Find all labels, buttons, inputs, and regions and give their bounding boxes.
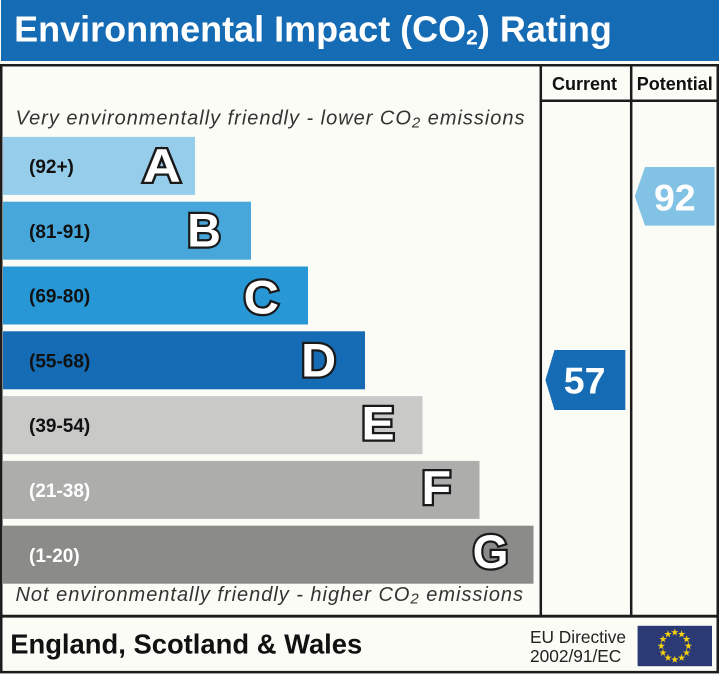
svg-text:C: C — [244, 272, 279, 324]
svg-text:Environmental Impact (CO2) Rat: Environmental Impact (CO2) Rating — [14, 8, 612, 49]
svg-text:(81-91): (81-91) — [29, 222, 90, 243]
svg-text:Very environmentally friendly: Very environmentally friendly - lower CO… — [16, 108, 526, 132]
svg-text:England, Scotland & Wales: England, Scotland & Wales — [10, 628, 362, 659]
svg-text:D: D — [301, 335, 336, 387]
svg-text:B: B — [187, 204, 221, 256]
svg-text:(55-68): (55-68) — [29, 351, 90, 372]
svg-text:57: 57 — [564, 360, 606, 402]
svg-text:Not environmentally friendly -: Not environmentally friendly - higher CO… — [16, 584, 525, 608]
svg-text:(92+): (92+) — [29, 157, 74, 178]
svg-text:G: G — [473, 525, 509, 578]
svg-text:EU Directive: EU Directive — [530, 627, 626, 647]
svg-text:Potential: Potential — [637, 74, 713, 94]
svg-text:(69-80): (69-80) — [29, 287, 90, 308]
svg-text:E: E — [361, 398, 394, 450]
svg-text:Current: Current — [552, 74, 617, 94]
svg-text:2002/91/EC: 2002/91/EC — [530, 646, 621, 666]
svg-text:F: F — [422, 463, 452, 515]
svg-text:92: 92 — [654, 176, 696, 218]
svg-text:(39-54): (39-54) — [29, 416, 90, 437]
svg-text:(21-38): (21-38) — [29, 481, 90, 502]
svg-text:A: A — [143, 139, 181, 192]
svg-text:(1-20): (1-20) — [29, 546, 80, 567]
